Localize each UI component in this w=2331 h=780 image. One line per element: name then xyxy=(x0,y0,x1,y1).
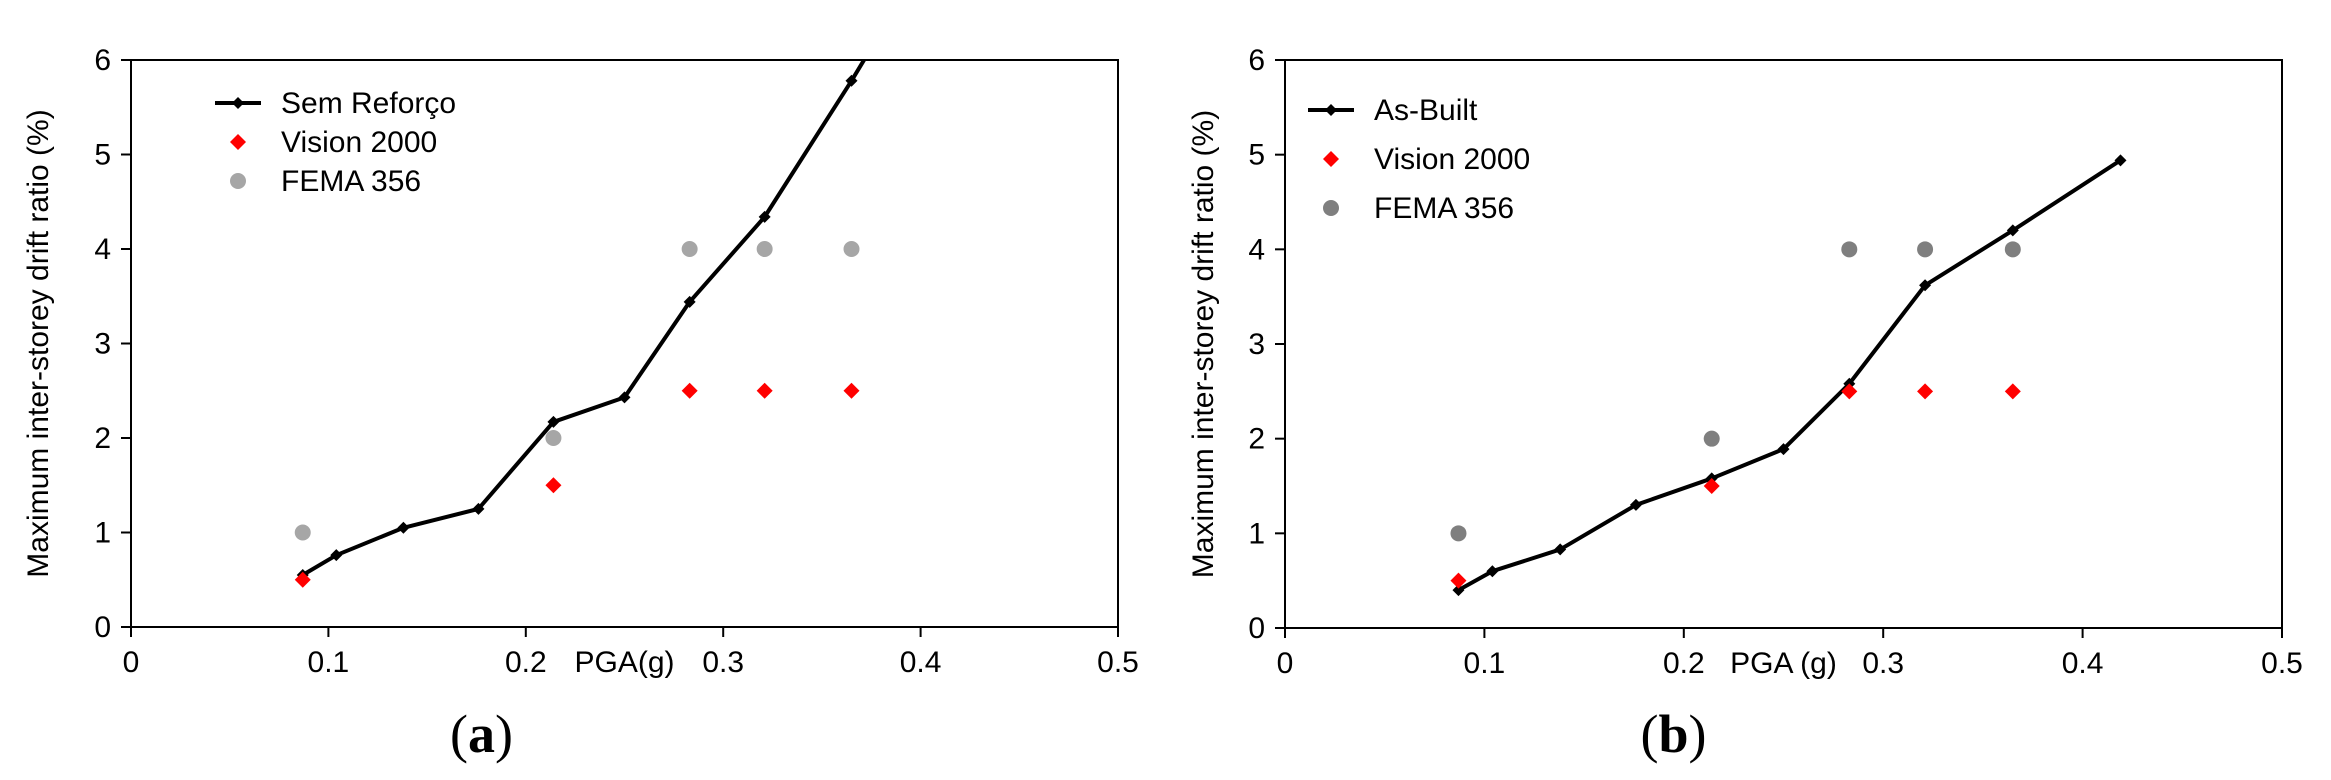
y-tick-label: 4 xyxy=(1248,233,1265,266)
x-tick-label: 0.4 xyxy=(900,646,942,679)
data-point-diamond xyxy=(545,477,562,494)
data-point-marker xyxy=(2114,154,2127,167)
data-point-circle xyxy=(843,241,860,257)
data-point-circle xyxy=(1450,525,1467,542)
legend-entry-label: FEMA 356 xyxy=(281,165,421,198)
data-point-marker xyxy=(1554,543,1567,556)
y-tick-label: 3 xyxy=(1248,328,1265,361)
data-point-circle xyxy=(294,524,311,541)
data-point-circle xyxy=(2004,241,2021,258)
x-tick-label: 0.5 xyxy=(1097,646,1139,679)
y-tick-label: 1 xyxy=(1248,517,1265,550)
x-tick-label: 0.5 xyxy=(2261,647,2303,680)
data-point-diamond xyxy=(681,382,698,399)
panel-label-open-paren: ( xyxy=(1640,704,1658,764)
data-point-marker xyxy=(397,521,410,534)
panel-label-letter: b xyxy=(1658,704,1688,764)
data-point-marker xyxy=(1486,565,1499,578)
y-tick-label: 0 xyxy=(94,611,111,644)
data-point-marker xyxy=(758,210,771,223)
x-tick-label: 0.2 xyxy=(505,646,547,679)
data-point-circle xyxy=(681,241,698,257)
y-tick-label: 1 xyxy=(94,517,111,550)
legend-marker-swatch xyxy=(230,173,246,189)
data-point-circle xyxy=(1841,241,1858,258)
legend-marker-swatch xyxy=(1323,200,1339,216)
data-point-circle xyxy=(1703,430,1720,447)
chart-panel-a: 0 1 2 3 4 5 6 0 0.1 0.2 0.3 0.4 0.5 PGA(g) Maximum int… xyxy=(22,26,1139,764)
x-axis-title: PGA(g) xyxy=(574,646,674,679)
data-point-marker xyxy=(683,295,696,308)
legend-entry-label: Vision 2000 xyxy=(281,126,437,159)
data-point-marker xyxy=(1629,498,1642,511)
data-point-marker xyxy=(875,26,887,38)
plot-area-frame xyxy=(130,59,1119,628)
panel-label-close-paren: ) xyxy=(495,704,513,764)
y-tick-label: 4 xyxy=(94,233,111,266)
data-point-diamond xyxy=(294,571,311,588)
y-tick-label: 0 xyxy=(1248,612,1265,645)
data-point-diamond xyxy=(2004,383,2021,400)
data-point-marker xyxy=(618,391,631,404)
data-point-diamond xyxy=(1917,383,1934,400)
series-line xyxy=(301,60,867,577)
data-point-marker xyxy=(547,415,560,428)
data-point-diamond xyxy=(1841,383,1858,400)
legend: As-Built Vision 2000 FEMA 356 xyxy=(1308,94,1530,225)
data-point-marker xyxy=(845,74,858,87)
x-axis-title: PGA (g) xyxy=(1730,647,1837,680)
x-tick-label: 0 xyxy=(1277,647,1294,680)
panel-label-open-paren: ( xyxy=(450,704,468,764)
y-axis-title: Maximum inter-storey drift ratio (%) xyxy=(1187,110,1220,578)
data-point-circle xyxy=(545,430,562,446)
panel-label: (b) xyxy=(1640,704,1706,764)
panel-label: (a) xyxy=(450,704,513,764)
data-point-marker xyxy=(1919,279,1932,292)
x-tick-label: 0 xyxy=(123,646,140,679)
legend-entry-label: FEMA 356 xyxy=(1374,192,1514,225)
legend-marker-swatch xyxy=(1323,151,1339,167)
y-tick-label: 3 xyxy=(94,328,111,361)
y-tick-label: 2 xyxy=(1248,423,1265,456)
chart-panel-b: 0 1 2 3 4 5 6 0 0.1 0.2 0.3 0.4 0.5 PGA (g) Maximum in… xyxy=(1187,44,2303,764)
legend-marker-swatch xyxy=(1325,104,1337,116)
x-tick-label: 0.3 xyxy=(1862,647,1904,680)
x-tick-label: 0.1 xyxy=(1464,647,1506,680)
data-point-marker xyxy=(472,502,485,515)
y-tick-label: 5 xyxy=(1248,139,1265,172)
panel-label-close-paren: ) xyxy=(1689,704,1707,764)
y-axis-title: Maximum inter-storey drift ratio (%) xyxy=(22,109,55,577)
data-point-diamond xyxy=(1703,478,1720,494)
x-tick-label: 0.1 xyxy=(308,646,350,679)
data-point-diamond xyxy=(1450,572,1467,589)
legend-entry-label: As-Built xyxy=(1374,94,1478,127)
x-tick-label: 0.3 xyxy=(702,646,744,679)
x-tick-label: 0.4 xyxy=(2062,647,2104,680)
legend-entry-label: Sem Reforço xyxy=(281,87,456,120)
legend-marker-swatch xyxy=(230,134,246,150)
x-tick-label: 0.2 xyxy=(1663,647,1705,680)
data-point-diamond xyxy=(756,382,773,399)
legend-marker-swatch xyxy=(232,97,244,109)
data-point-marker xyxy=(2006,224,2019,237)
data-point-marker xyxy=(330,549,343,562)
y-tick-label: 6 xyxy=(1248,44,1265,77)
data-point-circle xyxy=(1917,241,1934,258)
series-line xyxy=(1457,158,2122,592)
y-tick-label: 5 xyxy=(94,139,111,172)
plot-series-group xyxy=(294,26,887,588)
data-point-marker xyxy=(1452,584,1465,597)
plot-series-group xyxy=(1450,154,2127,597)
legend: Sem Reforço Vision 2000 FEMA 356 xyxy=(215,87,456,198)
data-point-diamond xyxy=(843,382,860,399)
data-point-marker xyxy=(1777,443,1790,456)
panel-label-letter: a xyxy=(468,704,495,764)
data-point-circle xyxy=(756,241,773,257)
y-tick-label: 2 xyxy=(94,422,111,455)
legend-entry-label: Vision 2000 xyxy=(1374,143,1530,176)
y-tick-label: 6 xyxy=(94,44,111,77)
